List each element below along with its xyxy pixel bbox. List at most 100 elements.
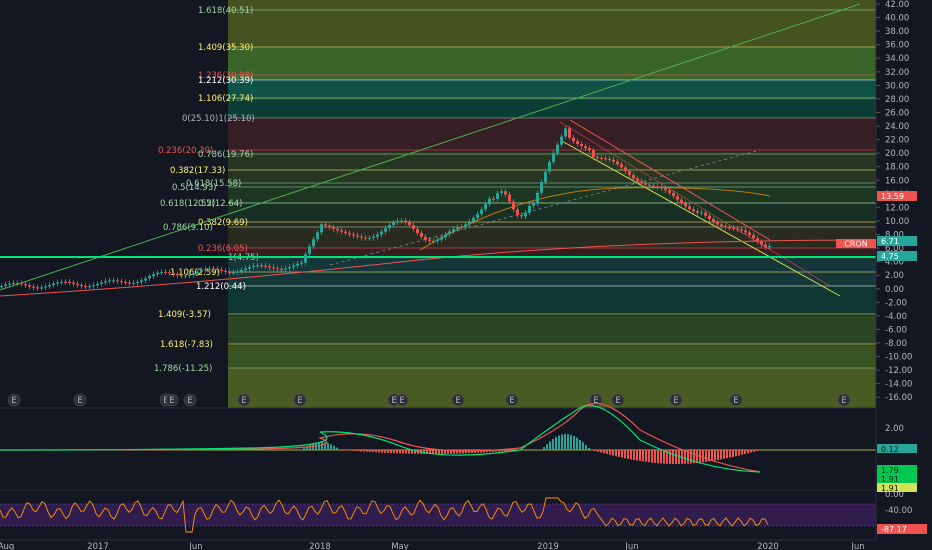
macd-pane[interactable]	[0, 402, 876, 473]
dotted-trend-line[interactable]	[329, 149, 761, 266]
price-axis[interactable]	[876, 0, 932, 550]
price-tick-label: 24.00	[885, 122, 909, 132]
macd-badge: 1.91	[881, 484, 899, 493]
macd-badge: 1.91	[881, 475, 899, 484]
price-tick-label: -10.00	[885, 353, 912, 363]
earnings-marker[interactable]: E	[509, 396, 514, 406]
time-tick-label: Jun	[624, 542, 638, 550]
fib-level-label: 1.409(-3.57)	[158, 310, 211, 320]
earnings-marker[interactable]: E	[841, 396, 846, 406]
earnings-marker[interactable]: E	[187, 396, 192, 406]
fib-level-label: 1.212(0.44)	[196, 282, 246, 292]
time-tick-label: May	[391, 542, 409, 550]
williams-pane[interactable]	[0, 497, 876, 533]
fib-level-label: 0(25.10)1(25.10)	[182, 114, 255, 124]
trend-line-up[interactable]	[0, 3, 861, 291]
fib-level-label: 1.786(-11.25)	[154, 364, 212, 374]
fib-level-label: 1.409(35.30)	[198, 43, 253, 53]
fib-level-label: 0.618(15.58)	[186, 179, 241, 189]
fib-labels: 1.618(40.51)1.409(35.30)1.236(30.98)1.21…	[154, 6, 259, 374]
fib-level-label: 1.618(40.51)	[198, 6, 253, 16]
fib-level-label: 0.382(9.69)	[198, 218, 248, 228]
fib-level-label: 1.618(-7.83)	[160, 340, 213, 350]
channel-mid-line[interactable]	[559, 121, 831, 287]
time-tick-label: 2019	[537, 542, 559, 550]
earnings-marker[interactable]: E	[169, 396, 174, 406]
candlesticks	[0, 125, 771, 291]
fib-level-label: 0.618(12.52)	[160, 199, 215, 209]
fib-level-label: 1.106(27.74)	[198, 94, 253, 104]
price-tick-label: -4.00	[885, 312, 907, 322]
fib-zones	[228, 0, 876, 408]
earnings-marker[interactable]: E	[673, 396, 678, 406]
fib-level-label: 1.212(30.39)	[198, 76, 253, 86]
channel-lower-line[interactable]	[559, 139, 841, 297]
price-tick-label: 20.00	[885, 149, 909, 159]
time-tick-label: Aug	[0, 542, 14, 550]
macd-histogram	[303, 434, 761, 464]
price-tick-label: 18.00	[885, 163, 909, 173]
macd-signal-line	[0, 402, 761, 473]
price-tick-label: 10.00	[885, 217, 909, 227]
channel-upper-line[interactable]	[569, 119, 771, 241]
price-tick-label: 4.00	[885, 258, 904, 268]
fib-level-label: 0.5(14.93)	[172, 183, 216, 193]
price-tick-label: 2.00	[885, 271, 904, 281]
macd-badge: 0.12	[881, 445, 899, 454]
macd-badge: 1.79	[881, 466, 899, 475]
price-tick-label: 8.00	[885, 231, 904, 241]
earnings-marker[interactable]: E	[391, 396, 396, 406]
fib-level-label: 1.106(2.59)	[170, 268, 220, 278]
time-axis[interactable]: Aug 2017 Jun 2018 May 2019 Jun 2020 Jun	[0, 542, 865, 550]
fib-level-label: 1.236(30.98)	[198, 71, 253, 81]
price-tick-label: -16.00	[885, 393, 912, 403]
fib-level-label: 0.382(17.33)	[170, 166, 225, 176]
earnings-marker[interactable]: E	[77, 396, 82, 406]
price-badge: 13.59	[881, 192, 904, 201]
price-tick-label: 38.00	[885, 27, 909, 37]
price-badge: 6.71	[881, 237, 899, 246]
price-tick-label: 36.00	[885, 41, 909, 51]
time-tick-label: Jun	[850, 542, 864, 550]
time-tick-label: 2018	[309, 542, 331, 550]
earnings-marker[interactable]: E	[241, 396, 246, 406]
williams-tick-label: 0.00	[885, 490, 904, 500]
price-tick-label: 28.00	[885, 95, 909, 105]
earnings-marker[interactable]: E	[399, 396, 404, 406]
price-badge: 4.75	[881, 252, 899, 261]
price-tick-label: -12.00	[885, 366, 912, 376]
price-tick-label: 6.00	[885, 244, 904, 254]
earnings-markers[interactable]: EEEEEEEEEEEEEEEE	[7, 393, 851, 407]
macd-line	[0, 404, 761, 473]
earnings-marker[interactable]: E	[297, 396, 302, 406]
price-tick-label: -8.00	[885, 339, 907, 349]
price-badges: 13.596.714.750.121.791.911.91-87.17	[877, 191, 927, 534]
williams-r-line	[0, 497, 769, 533]
williams-badge: -87.17	[881, 525, 907, 534]
price-tick-label: -2.00	[885, 298, 907, 308]
price-tick-label: 22.00	[885, 136, 909, 146]
earnings-marker[interactable]: E	[11, 396, 16, 406]
price-tick-label: 34.00	[885, 54, 909, 64]
price-tick-label: 32.00	[885, 68, 909, 78]
price-tick-label: 26.00	[885, 108, 909, 118]
fib-level-label: 0.236(20.30)	[158, 146, 213, 156]
price-tick-label: 0.00	[885, 285, 904, 295]
price-tick-label: -14.00	[885, 380, 912, 390]
earnings-marker[interactable]: E	[733, 396, 738, 406]
earnings-marker[interactable]: E	[593, 396, 598, 406]
svg-text:CRON: CRON	[844, 240, 867, 249]
price-tick-label: 16.00	[885, 176, 909, 186]
price-tick-label: 12.00	[885, 203, 909, 213]
williams-tick-label: -40.00	[885, 506, 912, 516]
symbol-badge: CRON	[836, 239, 876, 249]
earnings-marker[interactable]: E	[615, 396, 620, 406]
price-tick-label: 40.00	[885, 14, 909, 24]
time-tick-label: 2020	[757, 542, 779, 550]
price-tick-label: 42.00	[885, 0, 909, 10]
time-tick-label: Jun	[188, 542, 202, 550]
earnings-marker[interactable]: E	[455, 396, 460, 406]
price-tick-label: 30.00	[885, 81, 909, 91]
fib-level-label: 0.5(12.64)	[198, 199, 242, 209]
